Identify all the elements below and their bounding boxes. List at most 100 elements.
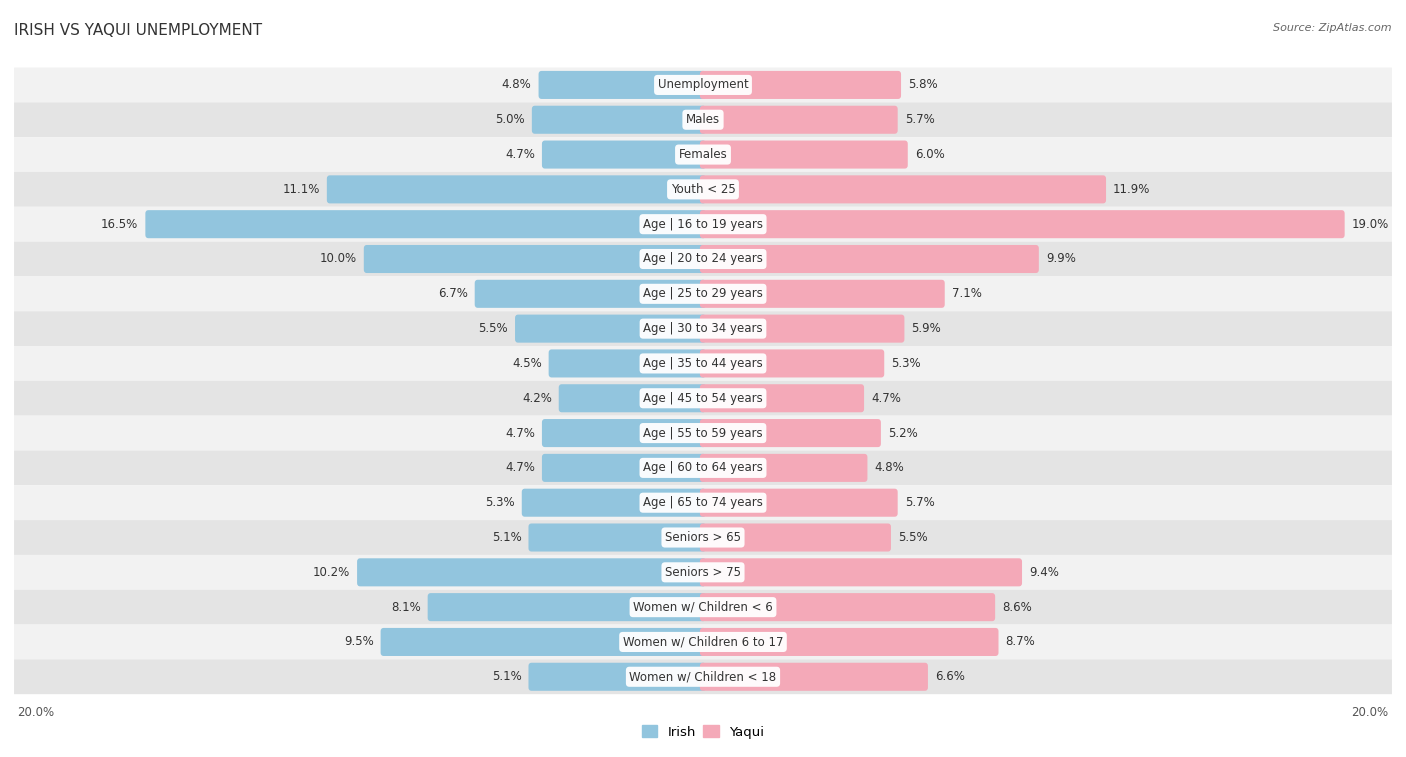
Text: Age | 30 to 34 years: Age | 30 to 34 years [643, 322, 763, 335]
FancyBboxPatch shape [700, 524, 891, 552]
FancyBboxPatch shape [531, 106, 706, 134]
Text: 11.9%: 11.9% [1114, 183, 1150, 196]
FancyBboxPatch shape [14, 555, 1392, 590]
FancyBboxPatch shape [541, 419, 706, 447]
Text: 5.5%: 5.5% [478, 322, 508, 335]
Text: IRISH VS YAQUI UNEMPLOYMENT: IRISH VS YAQUI UNEMPLOYMENT [14, 23, 262, 38]
Text: 5.8%: 5.8% [908, 79, 938, 92]
Legend: Irish, Yaqui: Irish, Yaqui [637, 720, 769, 744]
FancyBboxPatch shape [515, 315, 706, 343]
Text: 5.5%: 5.5% [898, 531, 928, 544]
Text: Age | 20 to 24 years: Age | 20 to 24 years [643, 253, 763, 266]
Text: 9.5%: 9.5% [344, 635, 374, 649]
FancyBboxPatch shape [700, 559, 1022, 587]
Text: Women w/ Children 6 to 17: Women w/ Children 6 to 17 [623, 635, 783, 649]
FancyBboxPatch shape [14, 241, 1392, 276]
Text: Unemployment: Unemployment [658, 79, 748, 92]
Text: 5.1%: 5.1% [492, 670, 522, 684]
Text: 5.0%: 5.0% [495, 114, 524, 126]
Text: 9.9%: 9.9% [1046, 253, 1076, 266]
Text: Seniors > 75: Seniors > 75 [665, 565, 741, 579]
Text: 5.1%: 5.1% [492, 531, 522, 544]
Text: 10.0%: 10.0% [319, 253, 357, 266]
Text: Age | 45 to 54 years: Age | 45 to 54 years [643, 392, 763, 405]
Text: Age | 55 to 59 years: Age | 55 to 59 years [643, 426, 763, 440]
FancyBboxPatch shape [700, 350, 884, 378]
Text: Age | 16 to 19 years: Age | 16 to 19 years [643, 218, 763, 231]
Text: 4.2%: 4.2% [522, 392, 551, 405]
FancyBboxPatch shape [700, 71, 901, 99]
FancyBboxPatch shape [541, 141, 706, 169]
Text: 4.7%: 4.7% [872, 392, 901, 405]
Text: 6.0%: 6.0% [915, 148, 945, 161]
FancyBboxPatch shape [548, 350, 706, 378]
FancyBboxPatch shape [700, 210, 1344, 238]
Text: 10.2%: 10.2% [314, 565, 350, 579]
FancyBboxPatch shape [700, 280, 945, 308]
Text: 9.4%: 9.4% [1029, 565, 1059, 579]
FancyBboxPatch shape [381, 628, 706, 656]
FancyBboxPatch shape [700, 176, 1107, 204]
Text: Women w/ Children < 6: Women w/ Children < 6 [633, 600, 773, 614]
Text: 4.5%: 4.5% [512, 357, 541, 370]
Text: Age | 25 to 29 years: Age | 25 to 29 years [643, 288, 763, 301]
Text: 7.1%: 7.1% [952, 288, 981, 301]
FancyBboxPatch shape [14, 659, 1392, 694]
Text: Females: Females [679, 148, 727, 161]
FancyBboxPatch shape [14, 590, 1392, 625]
Text: Age | 65 to 74 years: Age | 65 to 74 years [643, 496, 763, 509]
Text: 20.0%: 20.0% [1351, 706, 1389, 719]
FancyBboxPatch shape [14, 381, 1392, 416]
Text: Age | 35 to 44 years: Age | 35 to 44 years [643, 357, 763, 370]
Text: 8.7%: 8.7% [1005, 635, 1035, 649]
Text: Source: ZipAtlas.com: Source: ZipAtlas.com [1274, 23, 1392, 33]
FancyBboxPatch shape [14, 102, 1392, 137]
FancyBboxPatch shape [14, 207, 1392, 241]
FancyBboxPatch shape [700, 454, 868, 482]
FancyBboxPatch shape [14, 172, 1392, 207]
Text: 5.3%: 5.3% [891, 357, 921, 370]
FancyBboxPatch shape [700, 662, 928, 691]
FancyBboxPatch shape [700, 593, 995, 621]
Text: 4.8%: 4.8% [502, 79, 531, 92]
Text: 5.3%: 5.3% [485, 496, 515, 509]
FancyBboxPatch shape [14, 485, 1392, 520]
FancyBboxPatch shape [541, 454, 706, 482]
Text: 11.1%: 11.1% [283, 183, 321, 196]
FancyBboxPatch shape [700, 419, 882, 447]
Text: 8.1%: 8.1% [391, 600, 420, 614]
FancyBboxPatch shape [700, 315, 904, 343]
Text: 5.9%: 5.9% [911, 322, 941, 335]
Text: 8.6%: 8.6% [1002, 600, 1032, 614]
Text: Women w/ Children < 18: Women w/ Children < 18 [630, 670, 776, 684]
Text: 4.7%: 4.7% [505, 461, 534, 475]
FancyBboxPatch shape [522, 489, 706, 517]
FancyBboxPatch shape [529, 662, 706, 691]
FancyBboxPatch shape [700, 141, 908, 169]
Text: Youth < 25: Youth < 25 [671, 183, 735, 196]
FancyBboxPatch shape [558, 385, 706, 413]
Text: 6.6%: 6.6% [935, 670, 965, 684]
FancyBboxPatch shape [700, 628, 998, 656]
Text: 6.7%: 6.7% [437, 288, 468, 301]
FancyBboxPatch shape [14, 416, 1392, 450]
FancyBboxPatch shape [427, 593, 706, 621]
FancyBboxPatch shape [14, 311, 1392, 346]
Text: 19.0%: 19.0% [1351, 218, 1389, 231]
Text: 5.7%: 5.7% [904, 496, 935, 509]
Text: 20.0%: 20.0% [17, 706, 55, 719]
Text: 4.8%: 4.8% [875, 461, 904, 475]
FancyBboxPatch shape [475, 280, 706, 308]
Text: 16.5%: 16.5% [101, 218, 138, 231]
FancyBboxPatch shape [145, 210, 706, 238]
Text: 5.7%: 5.7% [904, 114, 935, 126]
Text: 4.7%: 4.7% [505, 426, 534, 440]
FancyBboxPatch shape [14, 346, 1392, 381]
Text: Seniors > 65: Seniors > 65 [665, 531, 741, 544]
Text: Age | 60 to 64 years: Age | 60 to 64 years [643, 461, 763, 475]
FancyBboxPatch shape [700, 106, 897, 134]
FancyBboxPatch shape [14, 520, 1392, 555]
FancyBboxPatch shape [364, 245, 706, 273]
FancyBboxPatch shape [14, 625, 1392, 659]
FancyBboxPatch shape [700, 489, 897, 517]
